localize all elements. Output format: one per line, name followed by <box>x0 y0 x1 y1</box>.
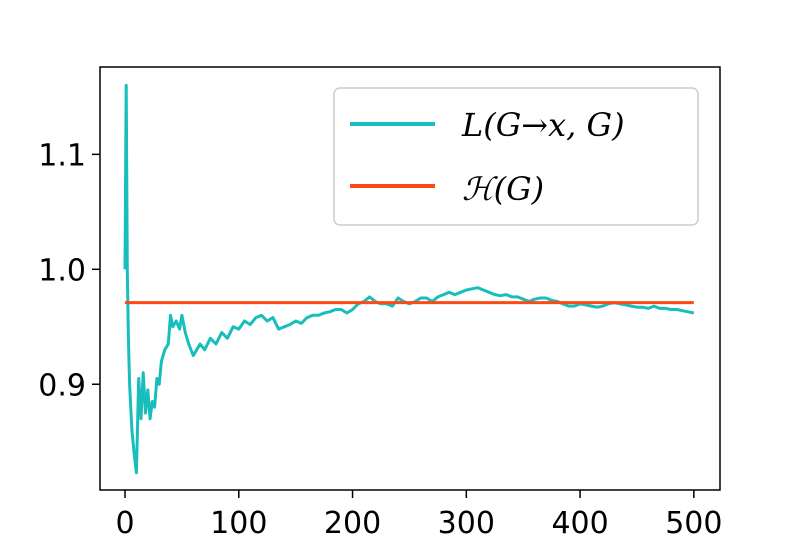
legend: L(G→x, G) ℋ(G) <box>333 87 699 226</box>
x-tick-label: 500 <box>665 506 722 541</box>
y-tick-label: 0.9 <box>38 368 86 403</box>
axis-ticks: 0 100 200 300 400 500 0.9 1.0 1.1 <box>38 138 722 541</box>
y-tick-label: 1.1 <box>38 138 86 173</box>
x-tick-label: 200 <box>324 506 381 541</box>
x-tick-label: 0 <box>115 506 134 541</box>
plot-area <box>123 83 695 475</box>
y-tick-label: 1.0 <box>38 253 86 288</box>
x-tick-label: 100 <box>210 506 267 541</box>
axes-frame <box>99 66 721 491</box>
legend-label-series-1: L(G→x, G) <box>461 106 625 144</box>
x-tick-label: 300 <box>438 506 495 541</box>
x-tick-label: 400 <box>551 506 608 541</box>
legend-label-series-2: ℋ(G) <box>462 170 544 208</box>
